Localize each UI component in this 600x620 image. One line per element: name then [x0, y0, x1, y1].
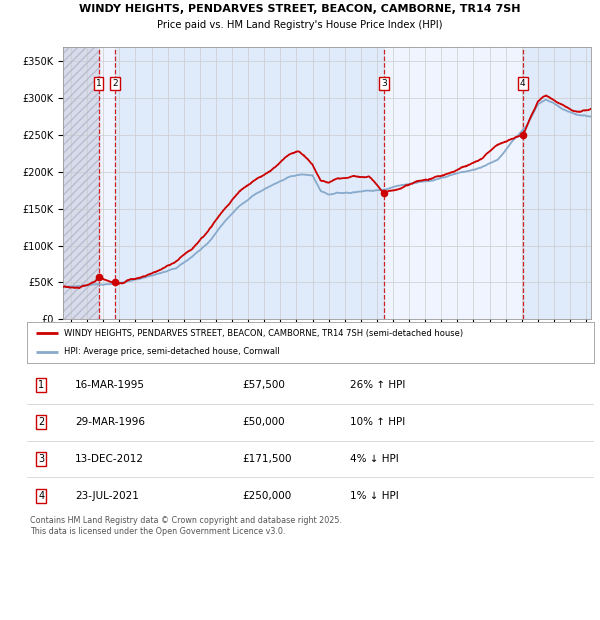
Text: 3: 3	[38, 454, 44, 464]
Bar	[63, 46, 98, 319]
Text: 23-JUL-2021: 23-JUL-2021	[75, 491, 139, 501]
Text: £57,500: £57,500	[242, 380, 286, 390]
Text: 4% ↓ HPI: 4% ↓ HPI	[350, 454, 399, 464]
Text: 4: 4	[520, 79, 526, 88]
Text: 2: 2	[38, 417, 44, 427]
Text: HPI: Average price, semi-detached house, Cornwall: HPI: Average price, semi-detached house,…	[64, 347, 280, 356]
Text: 1: 1	[96, 79, 101, 88]
Text: 16-MAR-1995: 16-MAR-1995	[75, 380, 145, 390]
Text: WINDY HEIGHTS, PENDARVES STREET, BEACON, CAMBORNE, TR14 7SH (semi-detached house: WINDY HEIGHTS, PENDARVES STREET, BEACON,…	[64, 329, 463, 338]
Text: WINDY HEIGHTS, PENDARVES STREET, BEACON, CAMBORNE, TR14 7SH: WINDY HEIGHTS, PENDARVES STREET, BEACON,…	[79, 4, 521, 14]
Text: £250,000: £250,000	[242, 491, 292, 501]
Text: Price paid vs. HM Land Registry's House Price Index (HPI): Price paid vs. HM Land Registry's House …	[157, 20, 443, 30]
Bar	[63, 46, 98, 319]
Text: 13-DEC-2012: 13-DEC-2012	[75, 454, 144, 464]
Text: £171,500: £171,500	[242, 454, 292, 464]
Text: 26% ↑ HPI: 26% ↑ HPI	[350, 380, 406, 390]
Bar	[523, 46, 591, 319]
Text: 1: 1	[38, 380, 44, 390]
Text: 29-MAR-1996: 29-MAR-1996	[75, 417, 145, 427]
Text: 1% ↓ HPI: 1% ↓ HPI	[350, 491, 399, 501]
Text: 3: 3	[381, 79, 387, 88]
Text: 4: 4	[38, 491, 44, 501]
Text: 2: 2	[112, 79, 118, 88]
Text: 10% ↑ HPI: 10% ↑ HPI	[350, 417, 406, 427]
Bar	[115, 46, 384, 319]
Text: Contains HM Land Registry data © Crown copyright and database right 2025.
This d: Contains HM Land Registry data © Crown c…	[30, 516, 342, 536]
Text: £50,000: £50,000	[242, 417, 285, 427]
